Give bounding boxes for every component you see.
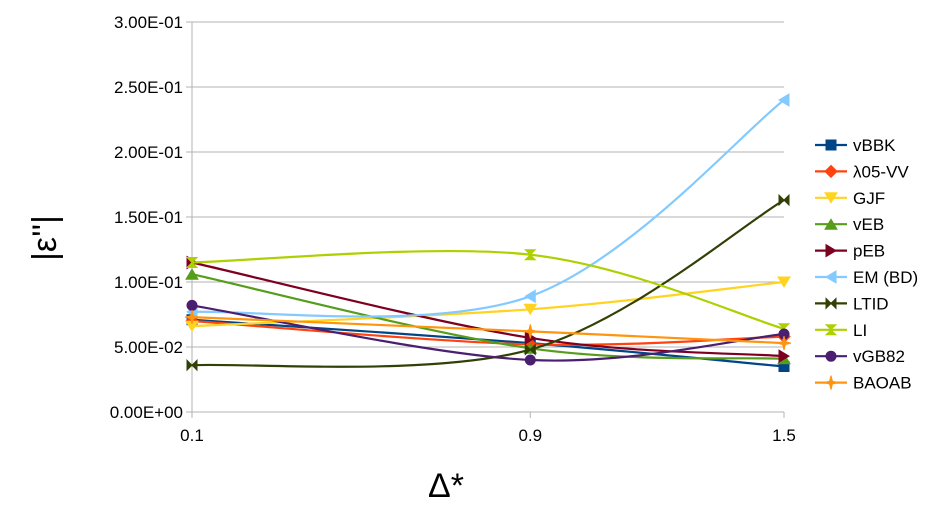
data-point	[778, 93, 790, 107]
legend-marker	[824, 192, 838, 204]
legend-marker	[825, 139, 837, 151]
legend-marker	[824, 164, 838, 179]
y-tick-label: 1.50E-01	[114, 208, 183, 227]
x-axis-label: Δ*	[428, 467, 464, 505]
data-point	[185, 257, 199, 268]
legend-marker	[825, 297, 837, 310]
legend-item: LI	[815, 321, 867, 340]
data-point	[523, 324, 538, 339]
data-point	[523, 303, 538, 316]
legend-item: EM (BD)	[815, 268, 918, 287]
data-point	[186, 299, 198, 311]
y-tick-label: 5.00E-02	[114, 338, 183, 357]
y-axis-ticks: 0.00E+00 5.00E-02 1.00E-01 1.50E-01 2.00E-01…	[110, 13, 192, 422]
legend-item: BAOAB	[815, 374, 912, 393]
legend-item: LTID	[815, 294, 889, 313]
series-line	[191, 280, 785, 328]
data-point	[524, 354, 536, 366]
y-tick-label: 2.00E-01	[114, 143, 183, 162]
legend-item: vEB	[815, 215, 884, 234]
series-BAOAB	[184, 309, 792, 351]
x-axis-ticks: 0.1 0.9 1.5	[180, 412, 796, 445]
series-LI	[185, 249, 791, 335]
series-group	[184, 93, 792, 372]
legend-label: λ05-VV	[853, 162, 909, 181]
legend-marker	[825, 350, 837, 362]
x-tick-label: 1.5	[772, 426, 796, 445]
series-line	[191, 261, 785, 358]
legend-label: GJF	[853, 189, 885, 208]
series-GJF	[185, 276, 791, 333]
data-point	[524, 343, 536, 356]
legend-label: EM (BD)	[853, 268, 918, 287]
legend-item: pEB	[815, 242, 885, 261]
series-line	[191, 318, 785, 368]
legend-item: GJF	[815, 189, 885, 208]
data-point	[776, 335, 792, 351]
legend-marker	[824, 324, 838, 336]
y-tick-label: 2.50E-01	[114, 78, 183, 97]
legend-marker	[824, 218, 838, 230]
data-point	[186, 358, 198, 372]
data-point	[777, 276, 791, 288]
legend-marker	[825, 243, 837, 258]
legend-label: LTID	[853, 294, 889, 313]
legend-label: vBBK	[853, 136, 896, 155]
x-tick-label: 0.1	[180, 426, 204, 445]
y-tick-label: 0.00E+00	[110, 403, 183, 422]
series-EM (BD)	[186, 93, 790, 319]
data-point	[778, 349, 790, 363]
legend-item: λ05-VV	[815, 162, 909, 181]
legend-label: pEB	[853, 242, 885, 261]
series-line	[191, 273, 785, 360]
x-tick-label: 0.9	[518, 426, 542, 445]
legend-label: BAOAB	[853, 374, 912, 393]
y-tick-label: 3.00E-01	[114, 13, 183, 32]
legend-item: vBBK	[815, 136, 896, 155]
legend-marker	[823, 375, 839, 390]
legend-item: vGB82	[815, 347, 905, 366]
legend-label: LI	[853, 321, 867, 340]
series-LTID	[186, 193, 790, 372]
data-point	[524, 249, 537, 261]
y-axis-label: |ε''|	[26, 215, 64, 261]
data-point	[185, 268, 199, 280]
data-point	[184, 309, 200, 325]
gridlines	[192, 21, 784, 413]
legend-label: vEB	[853, 215, 884, 234]
data-point	[778, 193, 790, 207]
data-point	[524, 289, 536, 304]
y-tick-label: 1.00E-01	[114, 273, 183, 292]
legend: vBBK λ05-VV GJF vEB pEB EM (BD) LTID LI vGB82 BAO…	[815, 136, 918, 393]
series-vGB82	[186, 299, 790, 366]
axes	[191, 22, 784, 413]
series-line	[191, 316, 785, 345]
legend-label: vGB82	[853, 347, 905, 366]
legend-marker	[825, 270, 837, 284]
